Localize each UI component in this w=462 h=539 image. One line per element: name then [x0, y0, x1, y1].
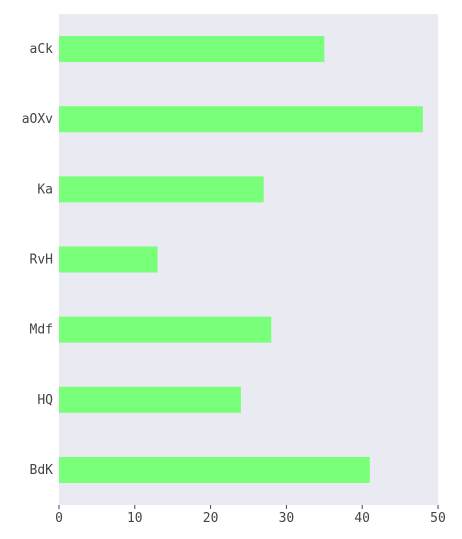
- x-tick-label: 30: [279, 511, 295, 526]
- bar-Ka: [59, 176, 264, 203]
- bar-BdK: [59, 456, 370, 483]
- bar-aOXv: [59, 106, 423, 133]
- x-tick-label: 40: [354, 511, 370, 526]
- y-tick-label: aOXv: [22, 112, 53, 127]
- x-axis-ticks: 0 10 20 30 40 50: [55, 505, 446, 526]
- y-tick-label: BdK: [30, 463, 54, 478]
- x-tick-label: 10: [127, 511, 143, 526]
- bar-HQ: [59, 386, 241, 413]
- bars-group: [59, 36, 423, 483]
- bar-Mdf: [59, 316, 272, 343]
- y-tick-label: aCk: [30, 42, 54, 57]
- y-tick-label: HQ: [37, 393, 53, 408]
- y-tick-label: Mdf: [30, 323, 53, 338]
- y-tick-label: Ka: [37, 182, 53, 197]
- y-tick-label: RvH: [30, 253, 53, 268]
- x-tick-label: 0: [55, 511, 63, 526]
- x-tick-label: 20: [203, 511, 219, 526]
- x-tick-label: 50: [430, 511, 446, 526]
- y-axis-labels: aCk aOXv Ka RvH Mdf HQ BdK: [22, 42, 53, 478]
- bar-aCk: [59, 36, 325, 63]
- bar-RvH: [59, 246, 158, 273]
